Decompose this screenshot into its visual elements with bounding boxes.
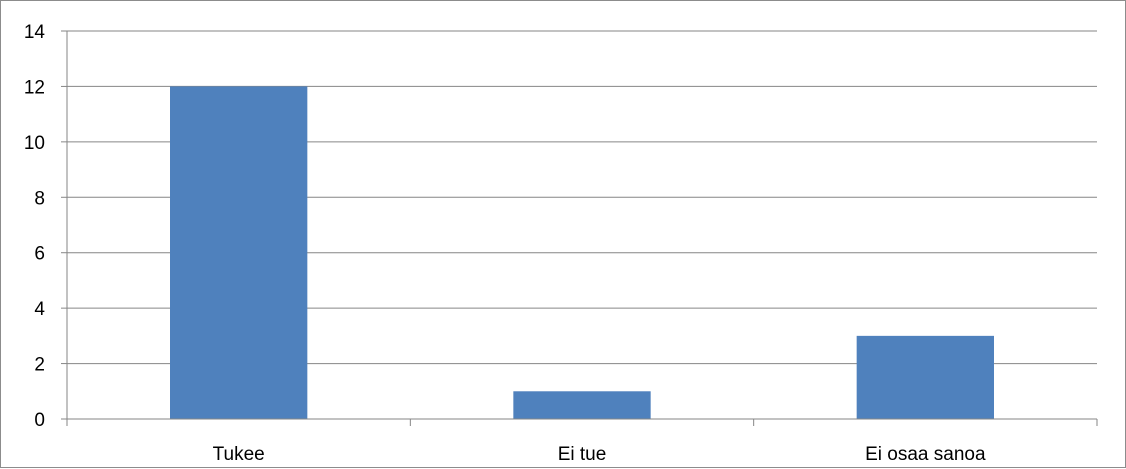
y-tick-label: 6 xyxy=(34,244,45,265)
bar xyxy=(170,86,308,419)
axes xyxy=(61,30,1098,426)
y-tick-label: 8 xyxy=(34,188,45,209)
x-category-label: Ei tue xyxy=(558,444,607,465)
x-category-label: Tukee xyxy=(213,444,265,465)
y-tick-label: 0 xyxy=(34,410,45,431)
bar xyxy=(856,335,994,419)
y-tick-label: 12 xyxy=(24,77,45,98)
y-tick-label: 4 xyxy=(34,299,45,320)
tick-labels: 0 2 4 6 8 10 12 14 Tukee Ei tue Ei osaa sanoa xyxy=(24,22,986,465)
y-tick-label: 2 xyxy=(34,355,45,376)
y-tick-label: 10 xyxy=(24,133,45,154)
x-category-label: Ei osaa sanoa xyxy=(865,444,986,465)
bar xyxy=(513,391,651,419)
y-tick-label: 14 xyxy=(24,22,46,43)
bars xyxy=(170,86,994,419)
